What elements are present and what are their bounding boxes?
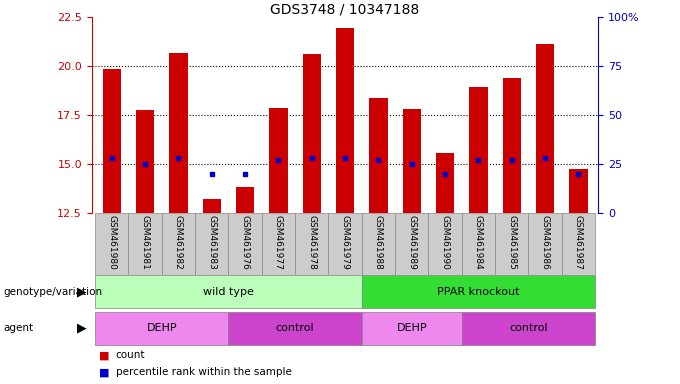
- Text: GSM461985: GSM461985: [507, 215, 516, 270]
- Bar: [436, 153, 454, 213]
- Bar: [462, 312, 595, 345]
- Text: GSM461983: GSM461983: [207, 215, 216, 270]
- Bar: [428, 213, 462, 275]
- Bar: [495, 213, 528, 275]
- Text: GSM461978: GSM461978: [307, 215, 316, 270]
- Bar: [362, 312, 462, 345]
- Bar: [536, 44, 554, 213]
- Bar: [528, 213, 562, 275]
- Bar: [336, 28, 354, 213]
- Bar: [129, 213, 162, 275]
- Text: GSM461990: GSM461990: [441, 215, 449, 270]
- Text: GSM461976: GSM461976: [241, 215, 250, 270]
- Bar: [103, 69, 121, 213]
- Text: ■: ■: [99, 350, 109, 360]
- Text: percentile rank within the sample: percentile rank within the sample: [116, 367, 292, 377]
- Bar: [328, 213, 362, 275]
- Text: DEHP: DEHP: [396, 323, 427, 333]
- Bar: [362, 275, 595, 308]
- Bar: [295, 213, 328, 275]
- Text: wild type: wild type: [203, 287, 254, 297]
- Bar: [369, 98, 388, 213]
- Text: count: count: [116, 350, 145, 360]
- Bar: [236, 187, 254, 213]
- Text: GSM461987: GSM461987: [574, 215, 583, 270]
- Text: GSM461982: GSM461982: [174, 215, 183, 270]
- Bar: [95, 312, 228, 345]
- Bar: [569, 169, 588, 213]
- Text: GSM461988: GSM461988: [374, 215, 383, 270]
- Bar: [203, 199, 221, 213]
- Text: genotype/variation: genotype/variation: [3, 287, 103, 297]
- Text: GSM461984: GSM461984: [474, 215, 483, 270]
- Text: GSM461986: GSM461986: [541, 215, 549, 270]
- Text: ■: ■: [99, 367, 109, 377]
- Bar: [503, 78, 521, 213]
- Text: PPAR knockout: PPAR knockout: [437, 287, 520, 297]
- Text: control: control: [509, 323, 547, 333]
- Bar: [262, 213, 295, 275]
- Bar: [169, 53, 188, 213]
- Text: GSM461981: GSM461981: [141, 215, 150, 270]
- Bar: [269, 108, 288, 213]
- Text: agent: agent: [3, 323, 33, 333]
- Bar: [95, 213, 129, 275]
- Text: ▶: ▶: [78, 285, 87, 298]
- Bar: [228, 312, 362, 345]
- Bar: [362, 213, 395, 275]
- Text: GSM461989: GSM461989: [407, 215, 416, 270]
- Bar: [195, 213, 228, 275]
- Text: control: control: [276, 323, 314, 333]
- Bar: [303, 55, 321, 213]
- Text: ▶: ▶: [78, 322, 87, 335]
- Bar: [162, 213, 195, 275]
- Bar: [228, 213, 262, 275]
- Bar: [95, 275, 362, 308]
- Text: GSM461980: GSM461980: [107, 215, 116, 270]
- Text: GSM461977: GSM461977: [274, 215, 283, 270]
- Text: GSM461979: GSM461979: [341, 215, 350, 270]
- Bar: [469, 87, 488, 213]
- Text: DEHP: DEHP: [146, 323, 177, 333]
- Bar: [136, 110, 154, 213]
- Bar: [395, 213, 428, 275]
- Bar: [562, 213, 595, 275]
- Bar: [462, 213, 495, 275]
- Bar: [403, 109, 421, 213]
- Title: GDS3748 / 10347188: GDS3748 / 10347188: [271, 2, 420, 16]
